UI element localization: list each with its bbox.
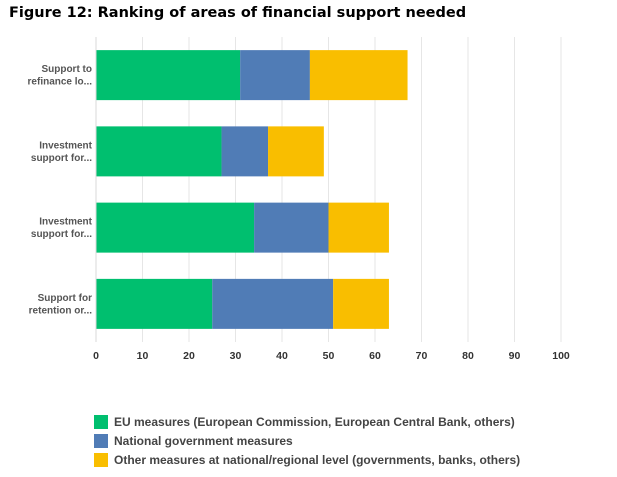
x-tick-label-0: 0 [93,350,99,362]
legend-label-national: National government measures [114,433,293,448]
category-label-4-line-2: retention or... [29,305,93,316]
legend-swatch-national [94,433,108,448]
x-tick-label-100: 100 [552,350,570,362]
x-tick-label-40: 40 [276,350,288,362]
stacked-bar-chart: Support to refinance lo...Investment suppo… [28,37,570,362]
legend-item-eu: EU measures (European Commission, Europe… [94,412,520,431]
bar-4-series-1 [96,278,213,329]
category-label-2-line-1: Investment [39,140,92,151]
category-label-3-line-1: Investment [39,217,92,228]
legend-label-eu: EU measures (European Commission, Europe… [114,414,515,429]
x-tick-label-70: 70 [416,350,428,362]
category-label-3-line-2: support for... [31,229,92,240]
category-label-3: Investment support for... [31,217,93,241]
bar-1-series-2 [240,50,310,101]
category-label-2: Investment support for... [31,140,93,164]
bar-1-series-3 [309,50,408,101]
x-tick-label-80: 80 [462,350,474,362]
legend-label-other: Other measures at national/regional leve… [114,452,521,467]
category-label-1-line-1: Support to [41,64,92,75]
bar-2-series-1 [96,126,222,177]
category-label-4: Support for retention or... [29,293,93,317]
x-tick-label-50: 50 [323,350,335,362]
bar-4-series-3 [333,278,389,329]
bar-3-series-3 [328,202,389,253]
x-tick-label-60: 60 [369,350,381,362]
x-tick-label-20: 20 [183,350,195,362]
category-label-1: Support to refinance lo... [28,64,93,88]
x-tick-label-10: 10 [137,350,149,362]
legend-swatch-other [94,452,108,467]
bar-4-series-2 [212,278,334,329]
legend: EU measures (European Commission, Europe… [94,412,520,469]
bar-3-series-2 [254,202,329,253]
category-label-4-line-1: Support for [38,293,93,304]
x-tick-label-90: 90 [509,350,521,362]
bar-2-series-3 [268,126,324,177]
legend-item-national: National government measures [94,431,520,450]
legend-swatch-eu [94,414,108,429]
bar-1-series-1 [96,50,241,101]
category-label-1-line-2: refinance lo... [28,77,93,88]
bar-3-series-1 [96,202,255,253]
category-label-2-line-2: support for... [31,153,92,164]
legend-item-other: Other measures at national/regional leve… [94,450,520,469]
chart-title: Figure 12: Ranking of areas of financial… [9,5,467,21]
bar-2-series-2 [221,126,269,177]
x-tick-label-30: 30 [230,350,242,362]
